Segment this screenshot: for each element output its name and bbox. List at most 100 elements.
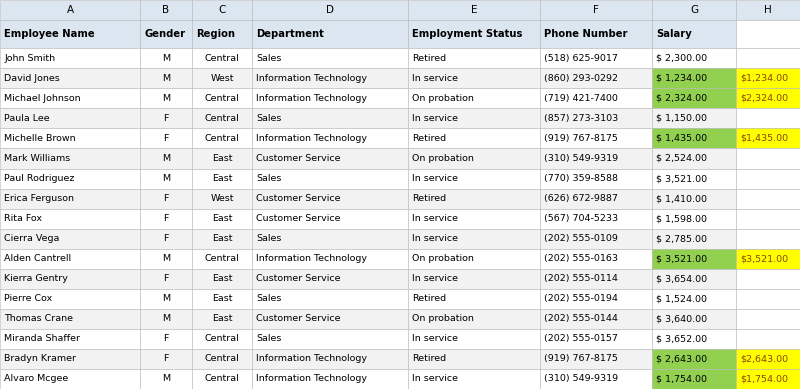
Bar <box>540 149 652 168</box>
Bar <box>140 68 192 88</box>
Bar <box>540 48 652 68</box>
Text: M: M <box>162 375 170 384</box>
Bar <box>408 309 540 329</box>
Text: East: East <box>212 214 232 223</box>
Text: Sales: Sales <box>257 335 282 343</box>
Bar <box>652 20 736 48</box>
Text: F: F <box>163 335 169 343</box>
Bar <box>0 149 140 168</box>
Bar <box>540 189 652 209</box>
Bar <box>0 369 140 389</box>
Bar <box>736 269 800 289</box>
Text: $ 2,785.00: $ 2,785.00 <box>657 234 707 243</box>
Bar <box>0 189 140 209</box>
Text: $ 2,324.00: $ 2,324.00 <box>657 94 708 103</box>
Text: Sales: Sales <box>257 114 282 123</box>
Bar <box>408 20 540 48</box>
Bar <box>540 349 652 369</box>
Bar <box>252 109 408 128</box>
Text: John Smith: John Smith <box>5 54 56 63</box>
Bar <box>408 189 540 209</box>
Bar <box>652 128 736 149</box>
Bar <box>540 88 652 109</box>
Text: F: F <box>163 194 169 203</box>
Text: Central: Central <box>205 335 239 343</box>
Text: $1,754.00: $1,754.00 <box>741 375 789 384</box>
Bar <box>408 168 540 189</box>
Text: F: F <box>163 354 169 363</box>
Bar <box>736 68 800 88</box>
Bar <box>540 329 652 349</box>
Bar <box>540 109 652 128</box>
Bar <box>736 0 800 20</box>
Bar <box>736 289 800 309</box>
Text: Miranda Shaffer: Miranda Shaffer <box>5 335 81 343</box>
Text: M: M <box>162 314 170 323</box>
Bar <box>252 128 408 149</box>
Text: (202) 555-0157: (202) 555-0157 <box>545 335 618 343</box>
Text: $ 1,435.00: $ 1,435.00 <box>657 134 708 143</box>
Text: (202) 555-0163: (202) 555-0163 <box>545 254 618 263</box>
Bar <box>408 0 540 20</box>
Bar <box>192 128 252 149</box>
Text: $ 3,640.00: $ 3,640.00 <box>657 314 708 323</box>
Text: Central: Central <box>205 94 239 103</box>
Bar <box>192 109 252 128</box>
Text: (857) 273-3103: (857) 273-3103 <box>545 114 618 123</box>
Text: In service: In service <box>413 234 458 243</box>
Bar <box>192 68 252 88</box>
Bar <box>192 269 252 289</box>
Text: David Jones: David Jones <box>5 74 60 83</box>
Bar <box>736 249 800 269</box>
Bar <box>736 48 800 68</box>
Bar <box>540 289 652 309</box>
Bar <box>192 369 252 389</box>
Bar <box>252 20 408 48</box>
Text: In service: In service <box>413 174 458 183</box>
Bar <box>252 289 408 309</box>
Bar <box>652 309 736 329</box>
Text: $ 2,643.00: $ 2,643.00 <box>657 354 708 363</box>
Text: $ 3,521.00: $ 3,521.00 <box>657 174 708 183</box>
Bar <box>540 369 652 389</box>
Bar <box>140 229 192 249</box>
Text: F: F <box>163 234 169 243</box>
Bar <box>140 109 192 128</box>
Bar <box>652 349 736 369</box>
Bar <box>736 149 800 168</box>
Text: West: West <box>210 194 234 203</box>
Text: (567) 704-5233: (567) 704-5233 <box>545 214 618 223</box>
Bar <box>408 289 540 309</box>
Text: Salary: Salary <box>657 29 692 39</box>
Bar <box>192 249 252 269</box>
Bar <box>540 0 652 20</box>
Bar <box>540 68 652 88</box>
Text: East: East <box>212 274 232 283</box>
Bar <box>252 309 408 329</box>
Text: Information Technology: Information Technology <box>257 74 367 83</box>
Text: E: E <box>470 5 478 15</box>
Bar <box>736 20 800 48</box>
Bar <box>0 349 140 369</box>
Bar <box>0 309 140 329</box>
Bar <box>192 209 252 229</box>
Text: A: A <box>66 5 74 15</box>
Bar <box>736 189 800 209</box>
Bar <box>140 0 192 20</box>
Bar <box>540 20 652 48</box>
Bar <box>540 269 652 289</box>
Bar <box>652 109 736 128</box>
Text: Customer Service: Customer Service <box>257 214 341 223</box>
Bar <box>192 349 252 369</box>
Bar <box>0 209 140 229</box>
Text: $ 1,754.00: $ 1,754.00 <box>657 375 707 384</box>
Text: Customer Service: Customer Service <box>257 194 341 203</box>
Bar <box>652 48 736 68</box>
Bar <box>652 209 736 229</box>
Bar <box>192 309 252 329</box>
Bar <box>736 109 800 128</box>
Text: Central: Central <box>205 354 239 363</box>
Bar <box>0 249 140 269</box>
Text: F: F <box>163 214 169 223</box>
Bar <box>252 369 408 389</box>
